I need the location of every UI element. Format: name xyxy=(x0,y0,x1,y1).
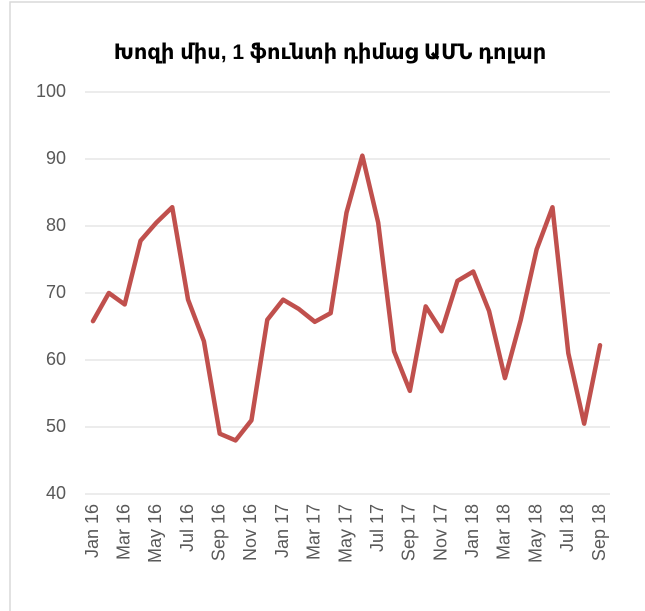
y-tick-label: 50 xyxy=(46,416,66,436)
x-tick-label: Jan 18 xyxy=(462,504,482,558)
y-tick-label: 60 xyxy=(46,349,66,369)
y-tick-label: 80 xyxy=(46,215,66,235)
y-tick-label: 100 xyxy=(36,81,66,101)
x-tick-label: Jul 18 xyxy=(557,504,577,552)
chart-frame xyxy=(9,1,645,611)
x-tick-label: Jan 17 xyxy=(272,504,292,558)
x-tick-label: Mar 16 xyxy=(113,504,133,560)
x-tick-label: Mar 17 xyxy=(304,504,324,560)
y-tick-label: 70 xyxy=(46,282,66,302)
x-tick-label: May 18 xyxy=(525,504,545,563)
x-tick-label: Mar 18 xyxy=(494,504,514,560)
x-tick-label: Jul 16 xyxy=(177,504,197,552)
x-tick-label: Sep 17 xyxy=(399,504,419,561)
y-tick-label: 90 xyxy=(46,148,66,168)
x-tick-label: May 17 xyxy=(335,504,355,563)
x-tick-label: Sep 18 xyxy=(589,504,609,561)
x-tick-label: May 16 xyxy=(145,504,165,563)
y-tick-label: 40 xyxy=(46,483,66,503)
x-tick-label: Nov 17 xyxy=(430,504,450,561)
x-tick-label: Sep 16 xyxy=(209,504,229,561)
data-line xyxy=(90,153,603,443)
chart-title: Խոզի միս, 1 ֆունտի դիմաց ԱՄՆ դոլար xyxy=(113,41,547,64)
x-tick-label: Nov 16 xyxy=(240,504,260,561)
x-tick-label: Jul 17 xyxy=(367,504,387,552)
x-tick-label: Jan 16 xyxy=(82,504,102,558)
